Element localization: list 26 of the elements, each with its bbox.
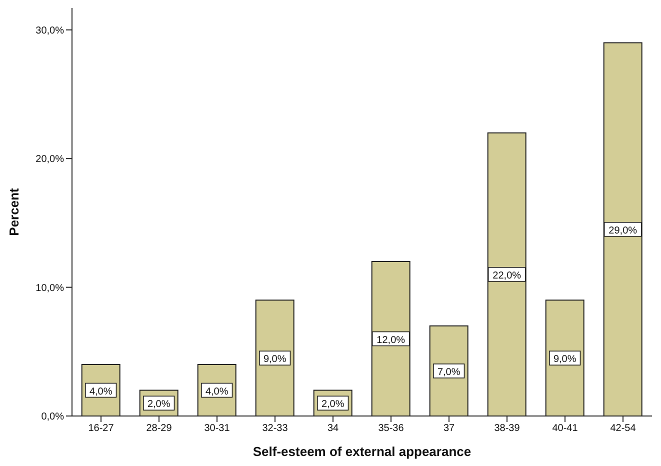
x-tick-label: 30-31 — [204, 423, 230, 434]
x-tick-label: 35-36 — [378, 423, 404, 434]
data-label: 4,0% — [89, 386, 112, 398]
y-tick-label: 10,0% — [36, 282, 64, 294]
data-label: 7,0% — [437, 366, 460, 378]
x-tick-label: 32-33 — [262, 423, 288, 434]
data-label: 9,0% — [263, 354, 286, 366]
data-label: 2,0% — [321, 399, 344, 410]
x-tick-label: 16-27 — [88, 423, 114, 434]
y-axis-title: Percent — [6, 187, 22, 236]
x-tick-label: 38-39 — [494, 423, 520, 434]
data-label: 4,0% — [205, 386, 228, 398]
data-label: 22,0% — [492, 270, 522, 282]
y-tick-label: 30,0% — [36, 25, 64, 36]
x-tick-label: 42-54 — [610, 423, 636, 434]
y-tick-label: 0,0% — [41, 412, 64, 423]
data-label: 29,0% — [608, 225, 638, 236]
x-tick-label: 28-29 — [146, 423, 172, 434]
x-axis-title: Self-esteem of external appearance — [252, 444, 472, 459]
data-label: 12,0% — [376, 334, 406, 346]
data-label: 9,0% — [553, 354, 576, 366]
data-label: 2,0% — [147, 399, 170, 410]
y-tick-label: 20,0% — [36, 154, 64, 166]
x-tick-label: 40-41 — [552, 423, 578, 434]
x-tick-label: 34 — [327, 423, 339, 434]
x-tick-label: 37 — [443, 423, 455, 434]
